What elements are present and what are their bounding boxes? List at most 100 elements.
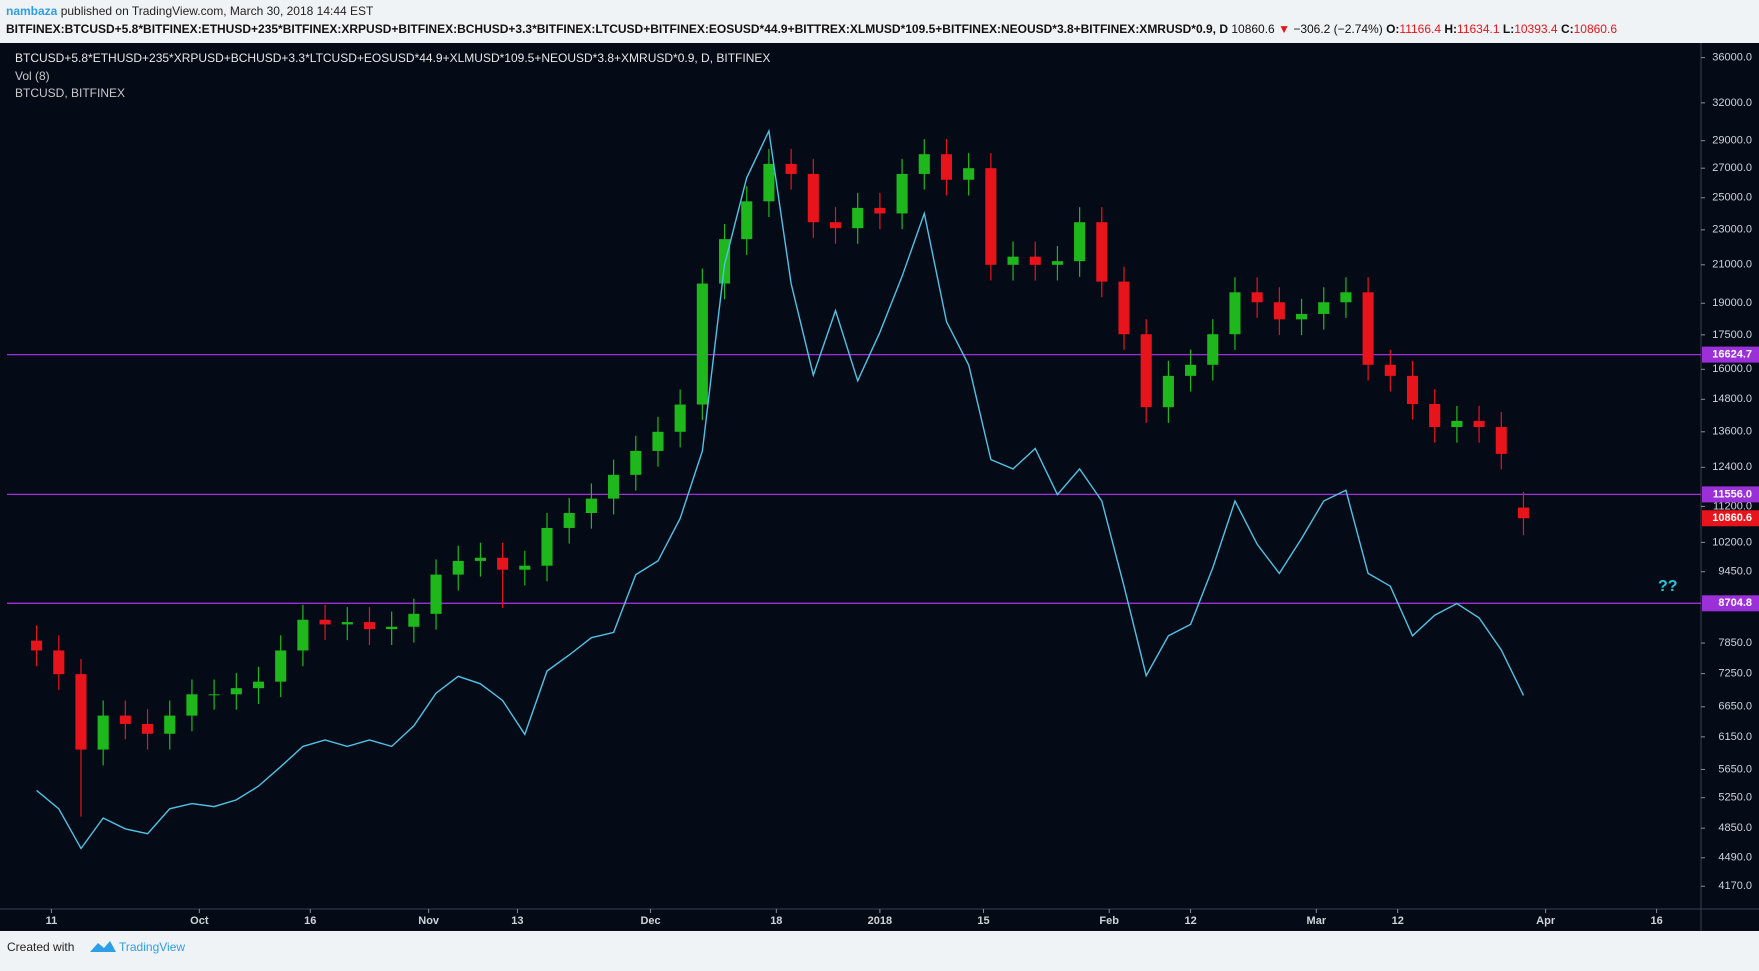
y-tick-label: 13600.0 [1712, 426, 1752, 438]
x-tick-label: 11 [46, 915, 58, 927]
ohlc-value: 11166.4 [1399, 22, 1441, 36]
candle-body [896, 173, 908, 214]
footer-created: Created with [7, 940, 74, 954]
candle-body [696, 283, 708, 405]
y-tick-label: 19000.0 [1712, 297, 1752, 309]
candle-body [474, 557, 486, 561]
candle-body [718, 239, 731, 284]
candle-body [297, 619, 309, 651]
y-tick-label: 29000.0 [1712, 135, 1752, 147]
candle-body [1096, 222, 1108, 282]
candle-body [452, 560, 464, 575]
ohlc-value: 10393.4 [1514, 22, 1558, 36]
candle-body [963, 168, 975, 180]
y-tick-label: 36000.0 [1712, 52, 1752, 64]
y-tick-label: 16000.0 [1712, 363, 1752, 375]
candle-body [852, 207, 864, 229]
x-tick-label: 13 [511, 915, 523, 927]
candle-body [275, 650, 287, 682]
header-line-2: BITFINEX:BTCUSD+5.8*BITFINEX:ETHUSD+235*… [6, 22, 1617, 36]
candle-body [652, 431, 664, 451]
y-tick-label: 32000.0 [1712, 97, 1752, 109]
y-tick-label: 4170.0 [1718, 880, 1752, 892]
hline-price-tag [1702, 486, 1759, 503]
x-tick-label: 12 [1392, 915, 1404, 927]
candle-body [1451, 420, 1463, 428]
x-tick-label: Nov [418, 915, 440, 927]
candle-body [1406, 375, 1419, 404]
y-tick-label: 14800.0 [1712, 393, 1752, 405]
candle-body [807, 173, 819, 223]
x-tick-label: 16 [1650, 915, 1662, 927]
hline-price-tag [1702, 346, 1759, 363]
y-tick-label: 7850.0 [1718, 637, 1752, 649]
footer-brand[interactable]: TradingView [119, 940, 185, 954]
ohlc-label: L: [1503, 22, 1514, 36]
brand-logo [90, 941, 116, 952]
candle-body [940, 154, 953, 180]
candle-body [1473, 420, 1485, 428]
ohlc-label: H: [1444, 22, 1457, 36]
annotation: ?? [1658, 578, 1678, 595]
y-tick-label: 6150.0 [1718, 731, 1752, 743]
change: −306.2 (−2.74%) [1293, 22, 1382, 36]
candle-body [1362, 292, 1374, 365]
candle-body [1429, 403, 1441, 428]
candle-body [585, 498, 597, 514]
y-tick-label: 21000.0 [1712, 259, 1752, 271]
y-tick-label: 4490.0 [1718, 852, 1752, 864]
candle-body [497, 557, 509, 570]
published: published on TradingView.com, March 30, … [61, 4, 374, 18]
hline-price-label: 8704.8 [1718, 597, 1752, 609]
header-line-1: nambaza published on TradingView.com, Ma… [6, 4, 374, 18]
candle-body [1251, 292, 1263, 303]
candle-body [1295, 313, 1308, 320]
y-tick-label: 27000.0 [1712, 162, 1752, 174]
candle-body [186, 694, 198, 716]
candle-body [1273, 302, 1285, 320]
candle-body [918, 154, 930, 174]
ohlc-label: O: [1386, 22, 1399, 36]
candle-body [142, 723, 154, 734]
hline-price-label: 16624.7 [1712, 349, 1752, 361]
candle-body [1340, 292, 1352, 303]
legend-entry: BTCUSD, BITFINEX [15, 86, 125, 100]
y-tick-label: 7250.0 [1718, 668, 1752, 680]
candle-body [1007, 256, 1019, 265]
y-tick-label: 25000.0 [1712, 192, 1752, 204]
candle-body [829, 222, 842, 229]
candle-body [363, 622, 376, 630]
candle-body [519, 565, 531, 570]
change-arrow: ▼ [1278, 22, 1290, 36]
candle-body [430, 574, 442, 614]
chart-background [0, 43, 1759, 931]
x-tick-label: 12 [1184, 915, 1196, 927]
price-tag [1702, 510, 1759, 527]
author[interactable]: nambaza [6, 4, 58, 18]
x-tick-label: Dec [640, 915, 660, 927]
hline-price-tag [1702, 595, 1759, 612]
candle-body [985, 168, 997, 265]
price-label: 10860.6 [1712, 512, 1752, 524]
y-tick-label: 5250.0 [1718, 792, 1752, 804]
chart-title: BTCUSD+5.8*ETHUSD+235*XRPUSD+BCHUSD+3.3*… [15, 51, 770, 65]
hline-price-label: 11556.0 [1713, 488, 1752, 500]
candle-body [674, 404, 686, 432]
candle-body [541, 527, 553, 566]
candle-body [1118, 281, 1130, 335]
y-tick-label: 10200.0 [1712, 536, 1752, 548]
ohlc-label: C: [1561, 22, 1574, 36]
candle-body [630, 450, 642, 475]
candle-body [208, 694, 220, 696]
candle-body [1517, 507, 1530, 519]
y-tick-label: 9450.0 [1718, 566, 1752, 578]
candle-body [1318, 302, 1330, 314]
x-tick-label: Apr [1536, 915, 1556, 927]
x-tick-label: Oct [190, 915, 209, 927]
candle-body [230, 688, 242, 695]
candle-body [1185, 364, 1197, 376]
x-tick-label: Mar [1307, 915, 1327, 927]
x-tick-label: 16 [304, 915, 316, 927]
candle-body [563, 513, 575, 528]
